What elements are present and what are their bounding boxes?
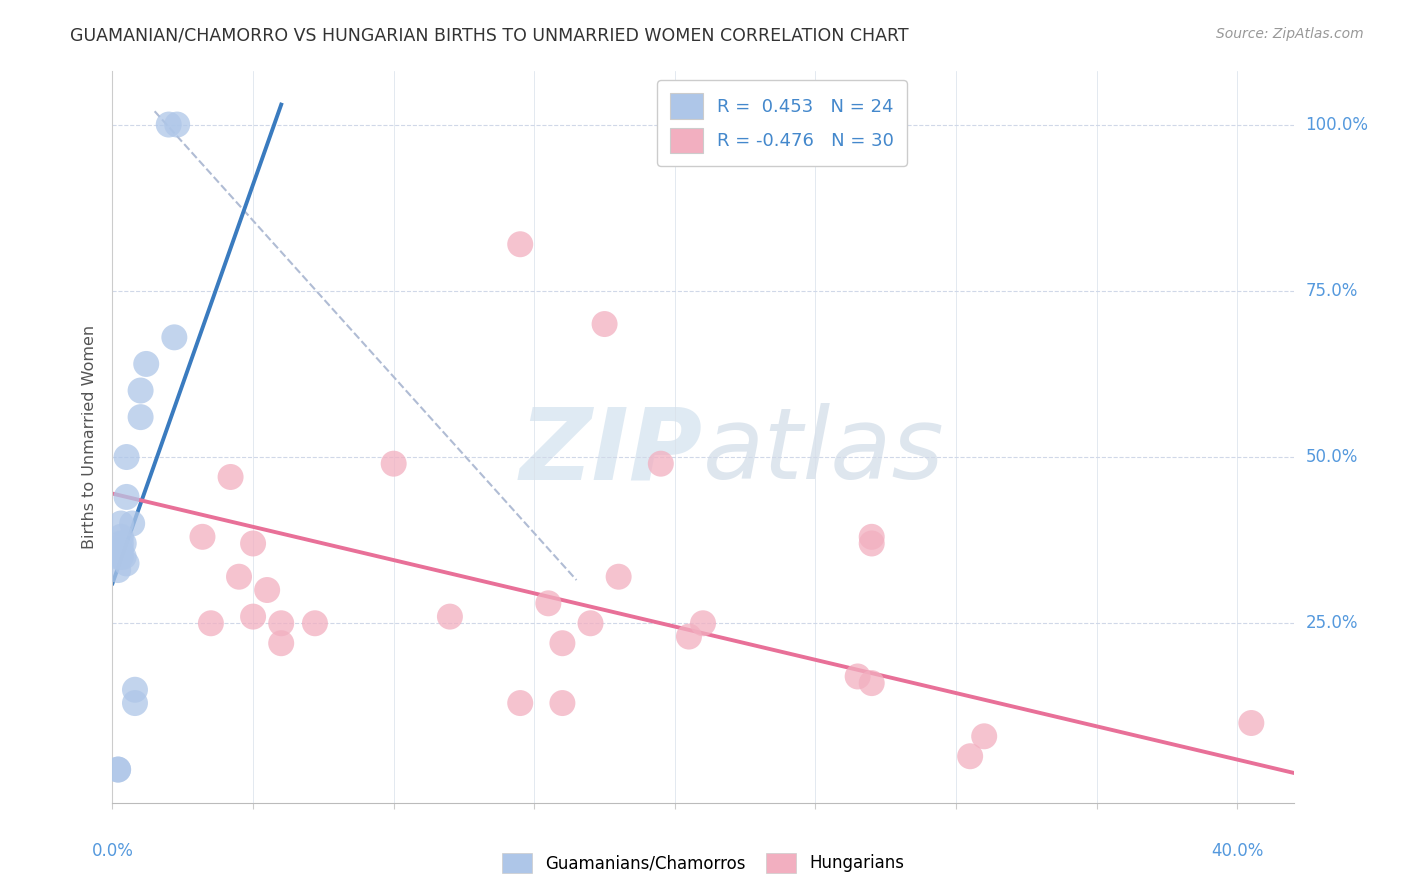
Point (509, 237, 531, 252)
Text: GUAMANIAN/CHAMORRO VS HUNGARIAN BIRTHS TO UNMARRIED WOMEN CORRELATION CHART: GUAMANIAN/CHAMORRO VS HUNGARIAN BIRTHS T… (70, 27, 908, 45)
Point (115, 490, 138, 504)
Text: Source: ZipAtlas.com: Source: ZipAtlas.com (1216, 27, 1364, 41)
Point (959, 749, 981, 764)
Point (135, 357, 157, 371)
Point (228, 570, 250, 584)
Point (157, 118, 180, 132)
Point (846, 669, 869, 683)
Point (112, 549, 135, 564)
Point (242, 536, 264, 550)
Point (650, 457, 672, 471)
Point (107, 563, 129, 577)
Point (270, 616, 292, 631)
Point (163, 330, 186, 344)
Point (860, 676, 883, 690)
Y-axis label: Births to Unmarried Women: Births to Unmarried Women (82, 325, 97, 549)
Text: 100.0%: 100.0% (1305, 116, 1368, 134)
Legend: R =  0.453   N = 24, R = -0.476   N = 30: R = 0.453 N = 24, R = -0.476 N = 30 (658, 80, 907, 166)
Text: 50.0%: 50.0% (1305, 448, 1358, 466)
Point (110, 536, 132, 550)
Point (219, 470, 242, 484)
Point (1240, 716, 1263, 731)
Point (382, 457, 405, 471)
Legend: Guamanians/Chamorros, Hungarians: Guamanians/Chamorros, Hungarians (495, 847, 911, 880)
Point (110, 543, 132, 558)
Point (439, 609, 461, 624)
Text: ZIP: ZIP (520, 403, 703, 500)
Point (107, 763, 129, 777)
Point (678, 630, 700, 644)
Point (166, 118, 188, 132)
Point (124, 682, 146, 697)
Point (692, 616, 714, 631)
Point (129, 410, 152, 425)
Point (860, 536, 883, 550)
Point (509, 696, 531, 710)
Text: 25.0%: 25.0% (1305, 615, 1358, 632)
Point (115, 557, 138, 571)
Text: 40.0%: 40.0% (1211, 842, 1264, 861)
Point (110, 530, 132, 544)
Point (593, 317, 616, 331)
Point (256, 582, 278, 597)
Point (121, 516, 143, 531)
Point (607, 570, 630, 584)
Point (860, 530, 883, 544)
Point (304, 616, 326, 631)
Point (107, 549, 129, 564)
Point (551, 696, 574, 710)
Point (191, 530, 214, 544)
Point (973, 729, 995, 743)
Point (110, 516, 132, 531)
Point (129, 384, 152, 398)
Point (124, 696, 146, 710)
Text: 75.0%: 75.0% (1305, 282, 1358, 300)
Point (242, 609, 264, 624)
Text: 0.0%: 0.0% (91, 842, 134, 861)
Point (579, 616, 602, 631)
Point (200, 616, 222, 631)
Point (270, 636, 292, 650)
Point (537, 596, 560, 610)
Text: atlas: atlas (703, 403, 945, 500)
Point (107, 763, 129, 777)
Point (110, 549, 132, 564)
Point (115, 450, 138, 464)
Point (112, 536, 135, 550)
Point (551, 636, 574, 650)
